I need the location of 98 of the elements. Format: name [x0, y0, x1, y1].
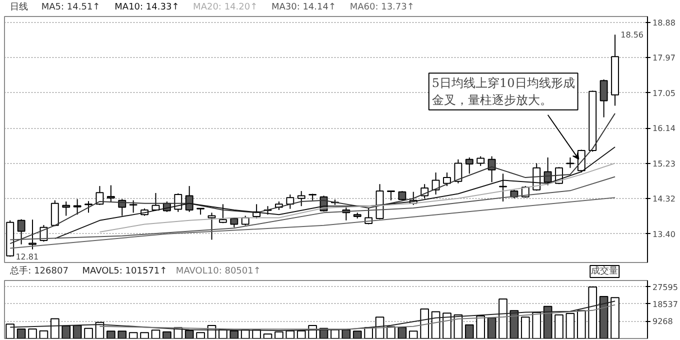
text: MA60: 13.73↑ — [350, 2, 414, 12]
candlestick — [185, 186, 194, 212]
y-tick-label: 17.97 — [652, 53, 676, 62]
y-tick-label: 17.05 — [652, 88, 676, 98]
bar — [16, 328, 26, 338]
bar — [520, 316, 530, 338]
text: MA30: 14.14↑ — [271, 2, 336, 12]
text: MAVOL10: 80501↑ — [176, 266, 261, 276]
bar — [286, 330, 295, 338]
candlestick — [398, 190, 406, 201]
line-series — [99, 162, 616, 232]
bar — [184, 330, 194, 338]
candlestick — [28, 219, 36, 250]
bar — [588, 286, 598, 338]
bar — [487, 317, 496, 338]
bar — [510, 310, 519, 338]
bar — [342, 329, 351, 338]
bar — [140, 332, 149, 338]
candlestick — [544, 156, 552, 186]
bar — [566, 313, 575, 338]
candlestick — [432, 172, 440, 196]
line-series — [10, 197, 616, 249]
candlestick — [62, 200, 70, 216]
bar — [28, 328, 37, 338]
candlestick — [73, 198, 82, 216]
bar — [196, 332, 205, 338]
candlestick — [50, 200, 59, 227]
candlestick — [499, 173, 507, 202]
candlestick — [476, 156, 485, 166]
bar — [464, 324, 474, 338]
bar — [162, 331, 172, 338]
bar — [84, 328, 93, 338]
bar — [39, 330, 48, 338]
bar — [408, 330, 418, 338]
bar — [532, 312, 542, 338]
bar — [274, 331, 284, 338]
bar — [106, 330, 116, 338]
bar — [62, 325, 71, 338]
bar — [442, 312, 452, 338]
line-series — [10, 176, 616, 240]
text: 18.56 — [620, 30, 644, 40]
bar — [118, 330, 127, 338]
bar — [330, 329, 340, 338]
bar — [543, 306, 552, 338]
bar — [554, 314, 564, 338]
bar — [576, 310, 586, 338]
bar — [296, 330, 306, 338]
line-series — [10, 112, 616, 244]
line-series — [10, 300, 616, 331]
y-tick-label: 16.14 — [652, 124, 676, 134]
candlestick — [387, 190, 395, 201]
y-tick-label: 15.23 — [652, 159, 676, 168]
bar — [6, 324, 15, 338]
chart-title: 日线 — [10, 2, 28, 12]
bar — [263, 334, 272, 338]
chart-title: 总手: 126807 — [9, 266, 68, 276]
bar — [151, 330, 160, 338]
y-tick-label: 18.88 — [652, 18, 676, 28]
bar — [498, 298, 508, 338]
annotation: 5日均线上穿10日均线形成金叉，量柱逐步放大。 — [432, 76, 575, 107]
candlestick — [286, 194, 294, 210]
bar — [420, 308, 429, 338]
annotation: 12.81 — [16, 252, 39, 262]
candlestick — [600, 78, 608, 118]
bar — [72, 324, 82, 338]
bar — [599, 296, 608, 338]
bar — [398, 326, 407, 338]
y-tick-label: 13.40 — [652, 230, 676, 239]
bar — [386, 326, 396, 338]
candlestick — [106, 184, 115, 202]
y-tick-label: 9268 — [652, 317, 673, 326]
text: MA5: 14.51↑ — [41, 2, 100, 12]
candlestick — [84, 200, 92, 214]
candlestick — [443, 172, 451, 187]
y-tick-label: 27595 — [652, 282, 678, 292]
bar — [610, 297, 620, 338]
bar — [50, 318, 60, 338]
candlestick — [129, 200, 138, 214]
line-series — [99, 304, 616, 330]
bar — [128, 332, 138, 338]
y-tick-label: 14.32 — [652, 194, 676, 204]
text: MA20: 14.20↑ — [193, 2, 258, 12]
bar — [476, 315, 486, 338]
bar — [230, 330, 239, 338]
candlestick — [465, 156, 474, 174]
candlestick — [297, 190, 306, 207]
y-tick-label: 18537 — [652, 300, 678, 309]
bar — [431, 311, 440, 338]
candlestick — [241, 215, 250, 226]
candlestick — [488, 156, 496, 183]
line-series — [54, 146, 616, 240]
y-axis-title: 成交量 — [591, 266, 618, 276]
candlestick — [218, 204, 227, 224]
bar — [352, 330, 362, 338]
candlestick — [454, 158, 462, 184]
candlestick — [96, 186, 104, 206]
text: MAVOL5: 101571↑ — [82, 266, 168, 276]
text: MA10: 14.33↑ — [114, 2, 180, 12]
